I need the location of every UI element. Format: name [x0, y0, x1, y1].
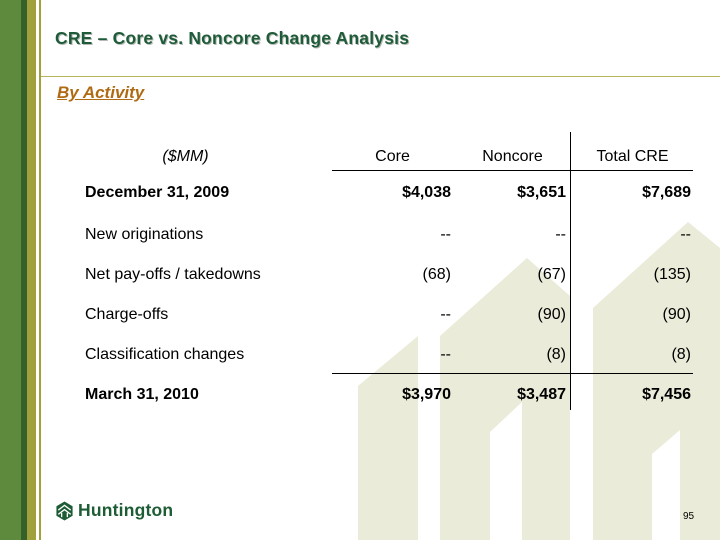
row-label: Classification changes — [85, 346, 245, 363]
col-header-noncore: Noncore — [482, 148, 543, 165]
table-row: New originations -- -- -- — [85, 224, 695, 264]
table-row: Net pay-offs / takedowns (68) (67) (135) — [85, 264, 695, 304]
cell-core: -- — [440, 306, 451, 323]
row-label: March 31, 2010 — [85, 386, 199, 403]
total-row-rule — [332, 373, 693, 374]
cell-noncore: $3,651 — [517, 184, 566, 201]
unit-label: ($MM) — [162, 148, 209, 165]
cell-total: $7,689 — [642, 184, 691, 201]
cell-noncore: (67) — [537, 266, 566, 283]
col-header-core: Core — [375, 148, 410, 165]
col-header-totalcre: Total CRE — [596, 148, 669, 165]
row-label: Charge-offs — [85, 306, 169, 323]
cell-total: $7,456 — [642, 386, 691, 403]
cell-total: -- — [680, 226, 691, 243]
cell-total: (8) — [671, 346, 691, 363]
table-header-row: ($MM) Core Noncore Total CRE — [85, 146, 695, 182]
left-accent-bar — [0, 0, 21, 540]
title-divider — [41, 76, 720, 77]
row-label: December 31, 2009 — [85, 184, 230, 201]
table-row: Classification changes -- (8) (8) — [85, 344, 695, 384]
cell-core: $4,038 — [402, 184, 451, 201]
cell-total: (90) — [662, 306, 691, 323]
page-number: 95 — [683, 511, 695, 522]
row-label: Net pay-offs / takedowns — [85, 266, 261, 283]
left-accent-gap — [36, 0, 39, 540]
table-row: March 31, 2010 $3,970 $3,487 $7,456 — [85, 384, 695, 412]
cell-noncore: $3,487 — [517, 386, 566, 403]
slide-subtitle: By Activity — [57, 83, 145, 102]
slide-title: CRE – Core vs. Noncore Change Analysis — [55, 28, 410, 48]
change-analysis-table: ($MM) Core Noncore Total CRE December 31… — [85, 146, 695, 412]
cell-core: -- — [440, 226, 451, 243]
left-accent-line — [39, 0, 41, 540]
cell-noncore: (90) — [537, 306, 566, 323]
left-accent-bar-olive — [27, 0, 36, 540]
left-accent-bar-dark — [21, 0, 27, 540]
cell-noncore: -- — [555, 226, 566, 243]
total-column-divider — [570, 132, 571, 410]
cell-core: -- — [440, 346, 451, 363]
header-underline — [332, 170, 693, 171]
table-row: Charge-offs -- (90) (90) — [85, 304, 695, 344]
huntington-logo: Huntington — [55, 500, 173, 521]
logo-text: Huntington — [78, 500, 174, 520]
cell-core: (68) — [422, 266, 451, 283]
huntington-hexagon-icon — [56, 501, 73, 520]
cell-total: (135) — [653, 266, 691, 283]
cell-core: $3,970 — [402, 386, 451, 403]
row-label: New originations — [85, 226, 204, 243]
cell-noncore: (8) — [546, 346, 566, 363]
table-row: December 31, 2009 $4,038 $3,651 $7,689 — [85, 182, 695, 224]
